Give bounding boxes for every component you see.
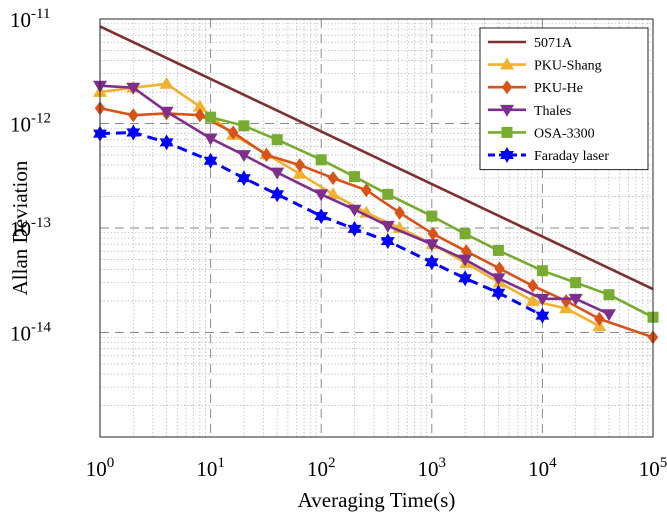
data-point (382, 188, 394, 200)
data-point (459, 228, 471, 240)
data-point (501, 80, 513, 95)
data-point (236, 150, 251, 162)
data-point (348, 171, 360, 183)
data-point (458, 254, 473, 267)
data-point (315, 154, 327, 166)
data-point (500, 57, 514, 70)
legend-item: PKU-He (488, 80, 583, 96)
series-layer (93, 25, 659, 345)
data-point (292, 166, 307, 179)
y-tick-label: 10-14 (10, 320, 51, 346)
data-point (128, 108, 139, 123)
series-line (99, 82, 601, 328)
data-point (294, 158, 305, 173)
legend-item: Faraday laser (488, 147, 609, 164)
x-tick-label: 100 (86, 455, 115, 481)
data-point (159, 134, 174, 151)
x-tick-label: 105 (639, 455, 667, 481)
legend-label: Faraday laser (534, 149, 609, 164)
data-point (560, 294, 572, 308)
data-point (394, 205, 405, 220)
data-point (602, 309, 616, 322)
x-tick-label: 104 (528, 455, 557, 481)
data-point (500, 104, 514, 117)
data-point (491, 284, 506, 301)
series-thales (93, 80, 616, 322)
data-point (271, 134, 283, 146)
data-point (314, 189, 329, 202)
legend-label: OSA-3300 (534, 126, 595, 141)
data-point (347, 204, 362, 217)
data-point (203, 133, 218, 146)
legend-item: PKU-Shang (488, 57, 602, 74)
plot-frame (99, 18, 654, 438)
data-point (594, 311, 605, 326)
legend-item: 5071A (488, 36, 573, 51)
x-tick-label: 103 (418, 455, 447, 481)
data-point (361, 183, 372, 198)
y-tick-label: 10-13 (10, 215, 51, 241)
data-point (426, 210, 438, 222)
data-point (492, 244, 504, 256)
data-point (568, 293, 583, 306)
data-point (159, 76, 174, 89)
x-tick-label: 102 (307, 455, 336, 481)
data-point (424, 239, 439, 252)
legend: 5071A PKU-Shang PKU-He Thales OSA-3300 Farada… (479, 27, 649, 171)
data-point (194, 108, 206, 123)
data-point (380, 220, 395, 233)
data-point (525, 294, 540, 306)
legend-label: PKU-He (534, 81, 583, 96)
data-point (347, 220, 362, 237)
data-point (327, 171, 339, 186)
data-point (424, 254, 439, 271)
x-axis-label: Averaging Time(s) (298, 488, 456, 512)
data-point (427, 226, 439, 241)
data-point (205, 111, 217, 123)
data-point (238, 120, 250, 132)
data-point (501, 126, 513, 138)
data-point (159, 106, 174, 119)
data-point (126, 82, 141, 95)
series-5071a (99, 25, 654, 291)
series-line (99, 25, 654, 291)
data-point (536, 265, 548, 277)
data-point (126, 124, 141, 141)
data-point (491, 273, 506, 286)
x-tick-label: 101 (196, 455, 225, 481)
data-point (458, 270, 472, 287)
legend-item: Thales (488, 104, 571, 119)
data-point (535, 293, 550, 306)
data-point (314, 208, 329, 225)
data-point (192, 99, 207, 112)
legend-label: PKU-Shang (534, 59, 602, 74)
data-point (603, 289, 615, 301)
data-point (326, 187, 341, 200)
data-point (494, 261, 505, 276)
legend-label: 5071A (534, 36, 573, 51)
data-point (527, 278, 539, 293)
y-tick-label: 10-11 (10, 6, 50, 32)
legend-label: Thales (534, 104, 571, 119)
data-point (203, 152, 218, 169)
data-point (570, 277, 582, 289)
legend-item: OSA-3300 (488, 126, 595, 141)
data-point (535, 307, 550, 324)
y-tick-label: 10-12 (10, 111, 51, 137)
data-point (270, 186, 285, 203)
data-point (227, 125, 239, 140)
data-point (261, 148, 272, 162)
data-point (270, 167, 285, 180)
y-axis-label: Allan Deviation (8, 160, 32, 295)
tick-labels: 100 101 102 103 104 105 10-14 10-13 10-12 10-11 (10, 6, 667, 481)
legend-box (479, 27, 649, 171)
data-point (237, 170, 251, 187)
data-point (380, 233, 395, 250)
series-faraday-laser (93, 124, 550, 324)
data-point (500, 147, 514, 163)
